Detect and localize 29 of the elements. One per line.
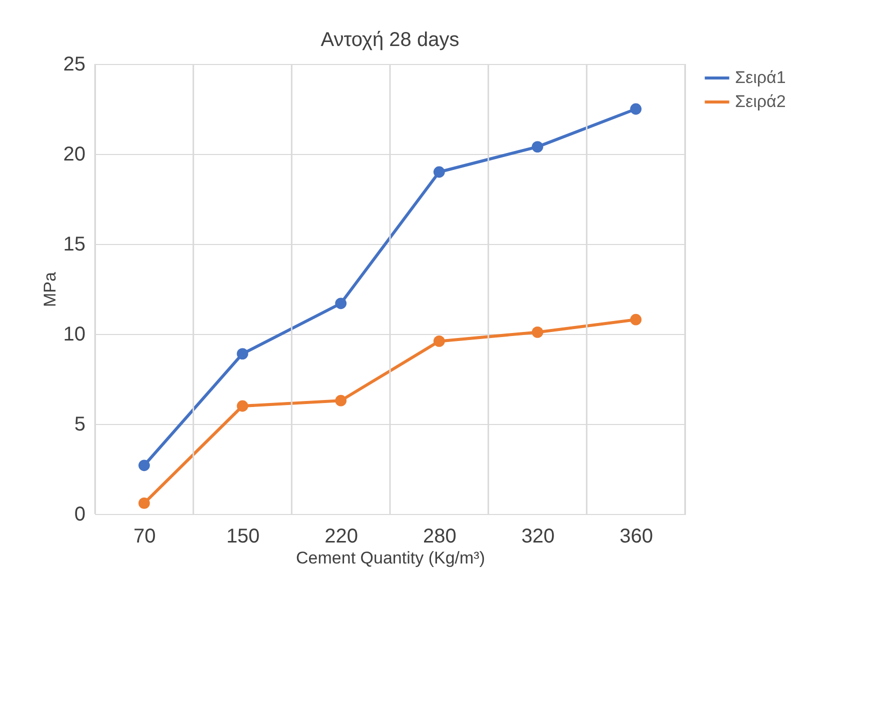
point	[335, 298, 347, 310]
y-tick-label: 0	[74, 504, 86, 526]
x-tick-label: 150	[226, 526, 260, 548]
legend-label: Σειρά1	[735, 68, 786, 87]
y-tick-label: 15	[63, 234, 86, 256]
y-tick-label: 10	[63, 324, 86, 346]
x-tick-label: 320	[521, 526, 555, 548]
chart-title: Αντοχή 28 days	[320, 29, 460, 51]
x-tick-label: 360	[620, 526, 654, 548]
x-tick-label: 70	[134, 526, 156, 548]
point	[532, 141, 544, 152]
y-tick-label: 20	[63, 144, 86, 166]
y-axis-title: MPa	[40, 271, 60, 307]
y-tick-label: 5	[74, 414, 86, 436]
x-tick-label: 220	[324, 526, 358, 548]
legend-label: Σειρά2	[735, 92, 786, 111]
point	[433, 166, 445, 178]
point	[532, 326, 544, 338]
y-tick-label: 25	[63, 54, 86, 76]
point	[138, 498, 150, 509]
point	[138, 460, 150, 472]
point	[630, 103, 642, 115]
point	[433, 336, 445, 347]
point	[236, 400, 248, 412]
x-axis-title: Cement Quantity (Kg/m³)	[296, 548, 485, 568]
point	[335, 394, 347, 406]
point	[236, 348, 248, 360]
point	[630, 314, 642, 326]
x-tick-label: 280	[422, 526, 456, 548]
